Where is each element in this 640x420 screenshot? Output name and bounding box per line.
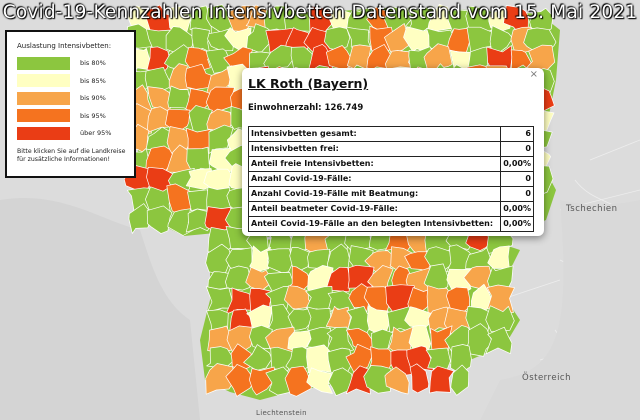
district-region[interactable] (370, 328, 394, 355)
legend-item: bis 80% (17, 55, 126, 71)
district-region[interactable] (324, 26, 351, 51)
legend-label: bis 90% (80, 94, 106, 102)
district-region[interactable] (424, 246, 454, 276)
district-region[interactable] (486, 284, 515, 314)
legend-note: Bitte klicken Sie auf die Landkreise für… (17, 148, 126, 163)
district-region[interactable] (225, 265, 252, 291)
legend-heading: Auslastung Intensivbetten: (17, 42, 112, 50)
row-value: 0 (500, 141, 534, 157)
district-region[interactable] (485, 326, 513, 355)
district-region[interactable] (325, 266, 351, 293)
table-row: Intensivbetten gesamt: 6 (248, 126, 534, 142)
table-row: Anteil Covid-19-Fälle an den belegten In… (248, 216, 534, 232)
legend-swatch (17, 109, 70, 122)
legend-label: über 95% (80, 129, 112, 137)
row-value: 0,00% (500, 201, 534, 217)
row-label: Intensivbetten frei: (248, 141, 501, 157)
district-popup: × LK Roth (Bayern) Einwohnerzahl: 126.74… (242, 68, 544, 236)
country-label-austria: Österreich (522, 372, 571, 383)
row-value: 6 (500, 126, 534, 142)
district-region[interactable] (243, 344, 273, 371)
table-row: Anteil freie Intensivbetten: 0,00% (248, 156, 534, 172)
district-region[interactable] (404, 306, 437, 329)
table-row: Intensivbetten frei: 0 (248, 141, 534, 157)
table-row: Anteil beatmeter Covid-19-Fälle: 0,00% (248, 201, 534, 217)
district-region[interactable] (429, 365, 455, 394)
stats-table: Intensivbetten gesamt: 6 Intensivbetten … (248, 126, 534, 232)
district-region[interactable] (165, 108, 191, 131)
district-region[interactable] (208, 124, 234, 154)
legend-label: bis 85% (80, 76, 106, 85)
legend-item: über 95% (17, 125, 126, 141)
legend-swatch (17, 56, 70, 70)
district-region[interactable] (485, 305, 515, 333)
district-region[interactable] (384, 366, 410, 395)
district-region[interactable] (146, 46, 170, 72)
district-region[interactable] (345, 365, 371, 395)
row-value: 0,00% (500, 216, 534, 232)
table-row: Anzahl Covid-19-Fälle: 0 (248, 171, 534, 187)
legend: Auslastung Intensivbetten: bis 80% bis 8… (5, 30, 136, 178)
legend-swatch (17, 91, 70, 105)
district-region[interactable] (423, 43, 453, 69)
district-region[interactable] (287, 308, 315, 331)
district-region[interactable] (205, 363, 236, 395)
row-label: Anteil beatmeter Covid-19-Fälle: (248, 201, 501, 217)
legend-item: bis 85% (17, 73, 126, 89)
table-row: Anzahl Covid-19-Fälle mit Beatmung: 0 (248, 186, 534, 202)
district-region[interactable] (266, 248, 294, 274)
district-region[interactable] (226, 325, 255, 356)
page-title: Covid-19-Kennzahlen Intensivbetten Daten… (2, 2, 638, 23)
district-region[interactable] (306, 367, 333, 394)
district-region[interactable] (249, 325, 273, 349)
legend-item: bis 90% (17, 90, 126, 106)
district-region[interactable] (166, 126, 192, 154)
legend-item: bis 95% (17, 108, 126, 124)
row-value: 0 (500, 171, 534, 187)
row-label: Intensivbetten gesamt: (248, 126, 501, 142)
district-region[interactable] (409, 363, 430, 394)
row-label: Anteil Covid-19-Fälle an den belegten In… (248, 216, 501, 232)
district-region[interactable] (284, 365, 312, 397)
district-region[interactable] (168, 63, 191, 91)
district-region[interactable] (249, 245, 271, 273)
row-value: 0,00% (500, 156, 534, 172)
country-label-liechtenstein: Liechtenstein (256, 409, 307, 417)
legend-swatch (17, 74, 70, 87)
country-label-czech: Tschechien (565, 204, 618, 214)
district-region[interactable] (325, 326, 355, 355)
legend-label: bis 95% (80, 111, 106, 120)
row-label: Anzahl Covid-19-Fälle mit Beatmung: (248, 186, 501, 202)
legend-label: bis 80% (80, 59, 106, 67)
district-region[interactable] (185, 88, 213, 116)
district-region[interactable] (423, 263, 449, 290)
district-region[interactable] (345, 343, 375, 374)
district-region[interactable] (450, 344, 472, 374)
district-region[interactable] (128, 203, 153, 234)
district-region[interactable] (205, 243, 232, 276)
district-region[interactable] (307, 5, 337, 35)
legend-swatch (17, 126, 70, 140)
district-region[interactable] (384, 23, 417, 55)
row-label: Anzahl Covid-19-Fälle: (248, 171, 501, 187)
popup-title: LK Roth (Bayern) (248, 76, 369, 91)
district-region[interactable] (450, 364, 470, 396)
district-region[interactable] (146, 205, 173, 234)
district-region[interactable] (489, 25, 513, 54)
district-region[interactable] (225, 364, 256, 397)
district-region[interactable] (245, 266, 274, 292)
district-region[interactable] (363, 365, 392, 394)
row-value: 0 (500, 186, 534, 202)
row-label: Anteil freie Intensivbetten: (248, 156, 501, 172)
close-icon[interactable]: × (529, 69, 538, 80)
population-text: Einwohnerzahl: 126.749 (248, 103, 364, 113)
